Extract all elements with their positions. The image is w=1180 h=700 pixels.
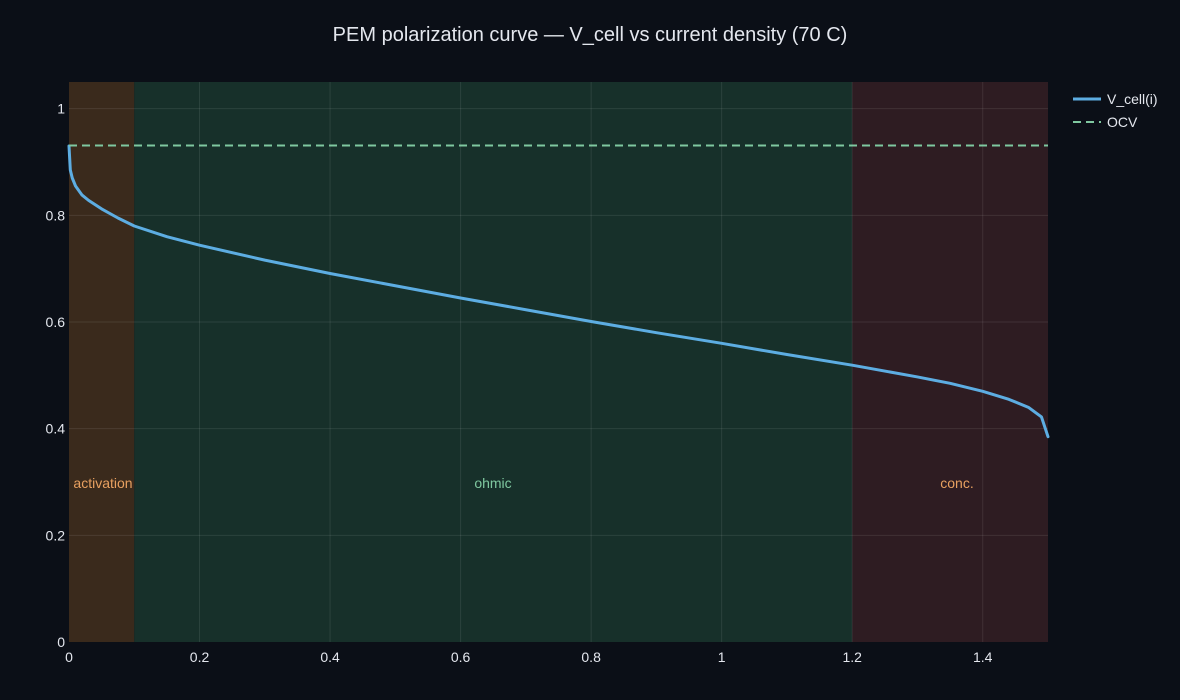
region-ohmic-band — [134, 82, 853, 642]
y-tick-label: 0.4 — [46, 421, 66, 437]
x-tick-label: 0.4 — [320, 649, 340, 665]
region-bands — [69, 82, 1048, 642]
legend[interactable]: V_cell(i) OCV — [1073, 91, 1158, 130]
y-tick-label: 0.2 — [46, 527, 66, 543]
region-label-conc: conc. — [940, 475, 973, 491]
region-activation-band — [69, 82, 135, 642]
x-tick-label: 1 — [718, 649, 726, 665]
legend-label: OCV — [1107, 114, 1138, 130]
chart-title: PEM polarization curve — V_cell vs curre… — [333, 24, 848, 46]
series-lines — [67, 144, 1050, 439]
x-tick-label: 0 — [65, 649, 73, 665]
x-tick-label: 1.2 — [842, 649, 862, 665]
y-axis-ticks: 0 0.2 0.4 0.6 0.8 1 — [46, 101, 66, 650]
region-label-ohmic: ohmic — [474, 475, 511, 491]
x-tick-label: 1.4 — [973, 649, 993, 665]
x-axis-ticks: 0 0.2 0.4 0.6 0.8 1 1.2 1.4 — [65, 649, 993, 665]
region-label-activation: activation — [73, 475, 132, 491]
legend-label: V_cell(i) — [1107, 91, 1158, 107]
region-conc-band — [852, 82, 1048, 642]
series-line-vcelli — [67, 144, 1050, 439]
y-tick-label: 0.6 — [46, 314, 66, 330]
x-tick-label: 0.6 — [451, 649, 471, 665]
x-tick-label: 0.8 — [581, 649, 601, 665]
y-tick-label: 1 — [57, 101, 65, 117]
y-tick-label: 0.8 — [46, 207, 66, 223]
x-tick-label: 0.2 — [190, 649, 210, 665]
y-tick-label: 0 — [57, 634, 65, 650]
grid-lines — [69, 82, 1048, 642]
region-labels: activation ohmic conc. — [73, 475, 973, 491]
